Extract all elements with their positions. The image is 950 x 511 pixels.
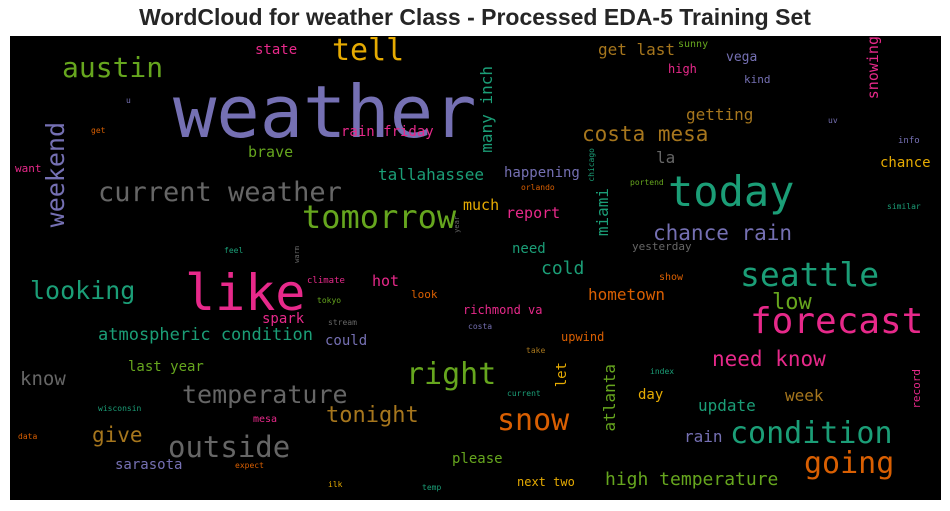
- word-richmond-va: richmond va: [463, 303, 543, 317]
- word-chance: chance: [880, 155, 931, 171]
- word-atmospheric-condition: atmospheric condition: [98, 325, 313, 345]
- word-spark: spark: [262, 311, 305, 327]
- word-going: going: [804, 446, 895, 481]
- word-state: state: [255, 42, 298, 58]
- word-condition: condition: [730, 416, 893, 451]
- word-orlando: orlando: [521, 183, 555, 192]
- word-snowing: snowing: [864, 36, 882, 100]
- word-show: show: [659, 272, 684, 283]
- word-give: give: [92, 423, 143, 447]
- word-weekend: weekend: [41, 122, 70, 228]
- word-upwind: upwind: [561, 330, 605, 344]
- word-update: update: [698, 396, 756, 415]
- word-hometown: hometown: [588, 285, 666, 304]
- chart-title: WordCloud for weather Class - Processed …: [139, 4, 811, 30]
- word-costa-mesa: costa mesa: [582, 122, 709, 146]
- word-kind: kind: [744, 73, 771, 86]
- word-many-inch: many inch: [477, 66, 496, 153]
- word-get-last: get last: [598, 40, 676, 59]
- word-let: let: [554, 362, 570, 388]
- wordcloud-canvas: weather like today forecast tomorrow current …: [10, 36, 941, 500]
- word-la: la: [656, 148, 676, 167]
- word-snow: snow: [497, 403, 570, 438]
- word-sunny: sunny: [678, 39, 709, 50]
- word-temperature: temperature: [182, 380, 348, 409]
- word-climate: climate: [307, 276, 345, 286]
- word-please: please: [452, 451, 503, 467]
- word-tallahassee: tallahassee: [378, 165, 484, 184]
- word-expect: expect: [235, 461, 264, 470]
- word-tonight: tonight: [326, 403, 419, 428]
- word-low: low: [772, 290, 812, 315]
- word-mesa: mesa: [253, 414, 278, 425]
- word-warm: warm: [293, 246, 301, 263]
- word-right: right: [406, 357, 497, 392]
- word-record: record: [910, 369, 923, 409]
- word-tomorrow: tomorrow: [302, 198, 457, 236]
- word-chance-rain: chance rain: [653, 221, 793, 245]
- word-day: day: [638, 387, 664, 403]
- word-feel: feel: [224, 246, 244, 255]
- word-weather: weather: [173, 70, 477, 154]
- word-current-weather: current weather: [98, 177, 342, 208]
- word-uv: uv: [828, 116, 838, 125]
- word-vega: vega: [726, 50, 758, 65]
- word-take: take: [526, 346, 546, 355]
- word-much: much: [463, 196, 500, 214]
- word-report: report: [506, 204, 561, 222]
- word-looking: looking: [30, 276, 136, 305]
- word-wisconsin: wisconsin: [98, 404, 142, 413]
- word-need-know: need know: [712, 347, 826, 371]
- word-rain-friday: rain friday: [341, 124, 434, 140]
- word-like: like: [185, 264, 306, 322]
- word-get: get: [91, 126, 106, 135]
- word-tokyo: tokyo: [317, 296, 342, 305]
- word-brave: brave: [248, 143, 294, 161]
- word-year: year: [453, 216, 461, 233]
- word-index: index: [650, 367, 675, 376]
- word-look: look: [411, 288, 438, 301]
- word-want: want: [15, 162, 42, 175]
- word-cold: cold: [541, 258, 585, 279]
- word-high: high: [668, 62, 697, 76]
- word-could: could: [325, 333, 368, 349]
- word-forecast: forecast: [750, 301, 924, 342]
- word-tell: tell: [332, 36, 405, 68]
- word-portend: portend: [630, 178, 664, 187]
- word-happening: happening: [504, 165, 580, 181]
- word-week: week: [785, 386, 824, 405]
- word-today: today: [668, 167, 795, 216]
- word-ilk: ilk: [328, 480, 343, 489]
- word-hot: hot: [372, 272, 400, 290]
- word-info: info: [898, 136, 920, 146]
- word-data: data: [18, 432, 38, 441]
- word-next-two: next two: [517, 475, 575, 489]
- word-atlanta: atlanta: [600, 364, 619, 432]
- word-know: know: [20, 368, 66, 390]
- word-last-year: last year: [128, 359, 204, 375]
- word-miami: miami: [593, 188, 612, 237]
- word-current: current: [507, 389, 541, 398]
- word-stream: stream: [328, 318, 357, 327]
- word-outside: outside: [168, 430, 291, 464]
- word-getting: getting: [686, 105, 754, 124]
- word-rain: rain: [684, 427, 723, 446]
- word-sarasota: sarasota: [115, 457, 183, 473]
- word-chicago: chicago: [587, 148, 596, 182]
- word-high-temperature: high temperature: [605, 469, 779, 490]
- word-costa: costa: [468, 322, 493, 331]
- word-yesterday: yesterday: [632, 240, 692, 253]
- word-need: need: [512, 241, 546, 257]
- word-u: u: [126, 96, 131, 105]
- word-temp: temp: [422, 483, 442, 492]
- word-seattle: seattle: [740, 255, 880, 294]
- word-similar: similar: [887, 202, 921, 211]
- word-austin: austin: [62, 51, 164, 84]
